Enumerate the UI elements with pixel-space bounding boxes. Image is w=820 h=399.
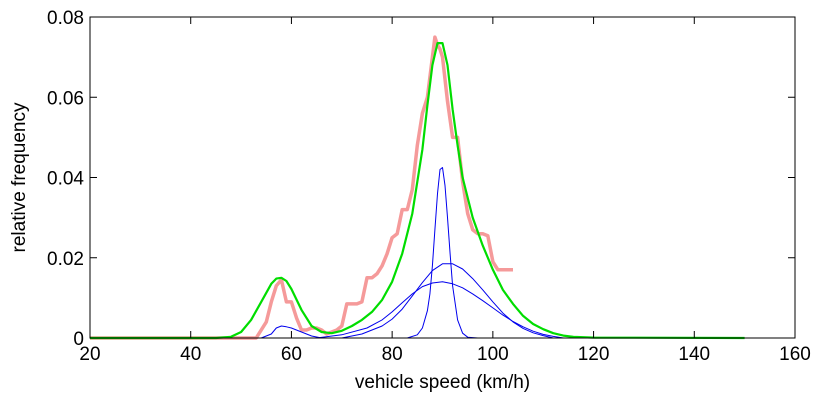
series-line-2 xyxy=(90,41,745,340)
series-line-3 xyxy=(90,325,322,339)
y-tick-label-4: 0.06 xyxy=(47,88,84,109)
series-layer xyxy=(90,35,745,340)
y-tick-label-2: 0.02 xyxy=(47,249,84,270)
series-line-4 xyxy=(316,281,564,339)
x-tick-label-5: 100 xyxy=(477,344,509,365)
x-tick-label-1: 20 xyxy=(79,344,100,365)
x-tick-label-6: 120 xyxy=(578,344,610,365)
plot-frame xyxy=(89,16,796,339)
y-tick-label-1: 0 xyxy=(73,329,84,350)
ticks-layer: 20 40 60 80 100 120 140 160 0 0.02 0.04 0.06 0.08 xyxy=(47,8,811,365)
series-line-6 xyxy=(407,167,478,339)
x-tick-label-7: 140 xyxy=(678,344,710,365)
x-tick-label-8: 160 xyxy=(779,344,811,365)
y-axis-label: relative frequency xyxy=(9,102,30,252)
y-tick-label-5: 0.08 xyxy=(47,8,84,29)
x-tick-label-2: 40 xyxy=(180,344,201,365)
series-line-5 xyxy=(341,263,554,339)
series-line-1 xyxy=(90,35,513,340)
y-tick-label-3: 0.04 xyxy=(47,169,84,190)
x-tick-label-3: 60 xyxy=(281,344,302,365)
x-tick-label-4: 80 xyxy=(382,344,403,365)
x-axis-label: vehicle speed (km/h) xyxy=(355,372,530,393)
